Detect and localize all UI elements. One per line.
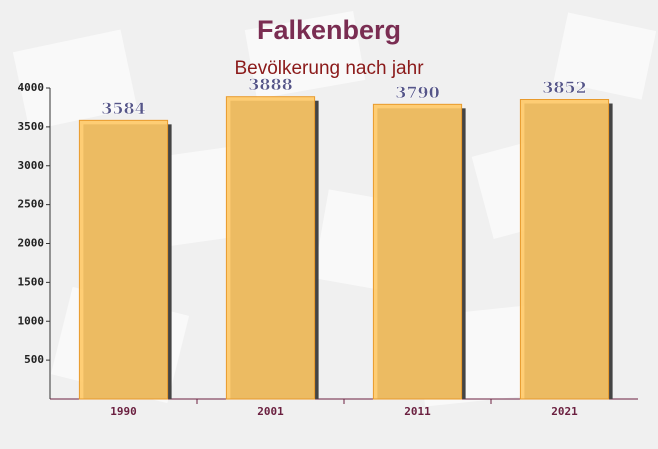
y-tick-label: 3500 xyxy=(18,120,45,133)
x-tick-label: 2011 xyxy=(404,405,431,418)
x-tick-label: 2021 xyxy=(551,405,578,418)
bar xyxy=(225,96,316,400)
bar xyxy=(519,99,610,400)
y-tick-label: 2000 xyxy=(18,237,45,250)
y-tick-label: 500 xyxy=(24,353,44,366)
x-tick-label: 2001 xyxy=(257,405,284,418)
value-label: 3790 xyxy=(395,83,440,102)
chart-title: Falkenberg xyxy=(257,15,401,45)
y-tick-label: 1000 xyxy=(18,314,45,327)
y-tick-label: 2500 xyxy=(18,198,45,211)
y-tick-label: 4000 xyxy=(18,81,45,94)
bar xyxy=(78,119,169,400)
x-tick-label: 1990 xyxy=(110,405,137,418)
value-label: 3852 xyxy=(542,78,587,97)
value-label: 3584 xyxy=(101,99,146,118)
y-tick-label: 1500 xyxy=(18,275,45,288)
bar xyxy=(372,103,463,400)
chart-subtitle: Bevölkerung nach jahr xyxy=(234,58,424,79)
value-label: 3888 xyxy=(248,75,293,94)
y-tick-label: 3000 xyxy=(18,159,45,172)
